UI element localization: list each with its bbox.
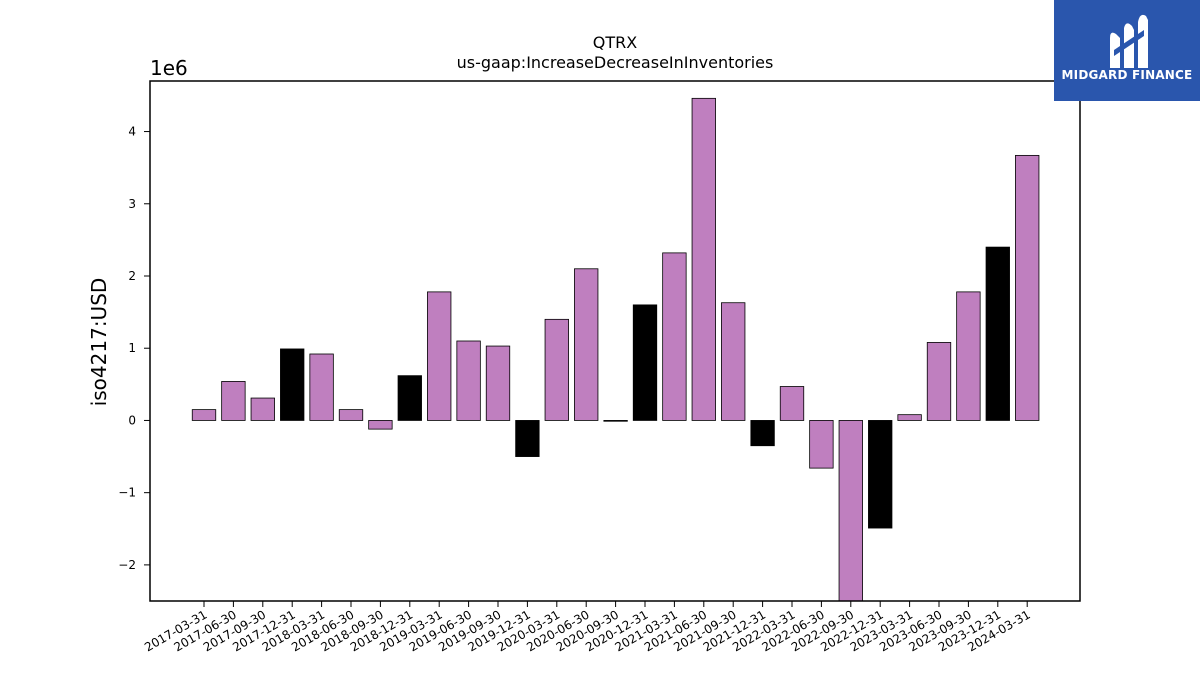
bar-2017-12-31: [280, 348, 305, 421]
bar-2019-06-30: [456, 340, 481, 421]
bar-2018-09-30: [368, 420, 393, 430]
bar-2022-03-31: [779, 386, 805, 421]
bar-2021-06-30: [691, 97, 716, 421]
bar-2022-12-31: [868, 420, 893, 529]
bar-2023-03-31: [897, 414, 922, 421]
y-axis-label: iso4217:USD: [87, 278, 111, 407]
bar-2023-06-30: [926, 342, 952, 421]
bar-2018-03-31: [309, 353, 334, 421]
bar-2021-12-31: [750, 420, 775, 447]
y-tick-label: −2: [118, 558, 136, 572]
bars-group: [191, 97, 1040, 602]
chart-title: QTRX: [593, 33, 637, 52]
bar-2020-03-31: [544, 318, 569, 421]
bar-2021-09-30: [721, 302, 746, 421]
bar-2024-03-31: [1015, 154, 1040, 421]
bar-2017-09-30: [250, 397, 275, 421]
y-tick-label: 0: [128, 413, 136, 427]
bar-2020-12-31: [632, 304, 658, 421]
plot-frame: [149, 80, 1081, 602]
y-multiplier-label: 1e6: [150, 56, 188, 80]
bar-2018-06-30: [338, 409, 364, 421]
y-tick-label: −1: [118, 486, 136, 500]
bar-2020-06-30: [574, 268, 599, 421]
bar-2022-09-30: [838, 420, 863, 602]
bar-2017-06-30: [221, 381, 246, 421]
bar-2023-09-30: [956, 291, 981, 421]
y-ticks-group: −2 −1 0 1 2 3 4: [118, 125, 150, 572]
bar-2022-06-30: [809, 420, 834, 469]
chart-subtitle: us-gaap:IncreaseDecreaseInInventories: [457, 53, 774, 72]
bar-2019-12-31: [515, 420, 540, 457]
y-tick-label: 4: [128, 125, 136, 139]
brand-logo: MIDGARD FINANCE: [1054, 0, 1200, 101]
y-tick-label: 2: [128, 269, 136, 283]
bar-2017-03-31: [191, 409, 217, 421]
bar-2020-09-30: [603, 420, 628, 422]
midgard-logo-icon: [1110, 14, 1148, 68]
bar-2018-12-31: [397, 375, 422, 421]
bar-2021-03-31: [662, 252, 687, 421]
brand-name: MIDGARD FINANCE: [1061, 68, 1193, 82]
bar-2019-09-30: [485, 345, 511, 421]
y-tick-label: 1: [128, 341, 136, 355]
bar-2019-03-31: [427, 291, 452, 421]
y-tick-label: 3: [128, 197, 136, 211]
bar-2023-12-31: [985, 246, 1010, 421]
x-ticks-group: 2017-03-312017-06-302017-09-302017-12-31…: [142, 601, 1033, 654]
